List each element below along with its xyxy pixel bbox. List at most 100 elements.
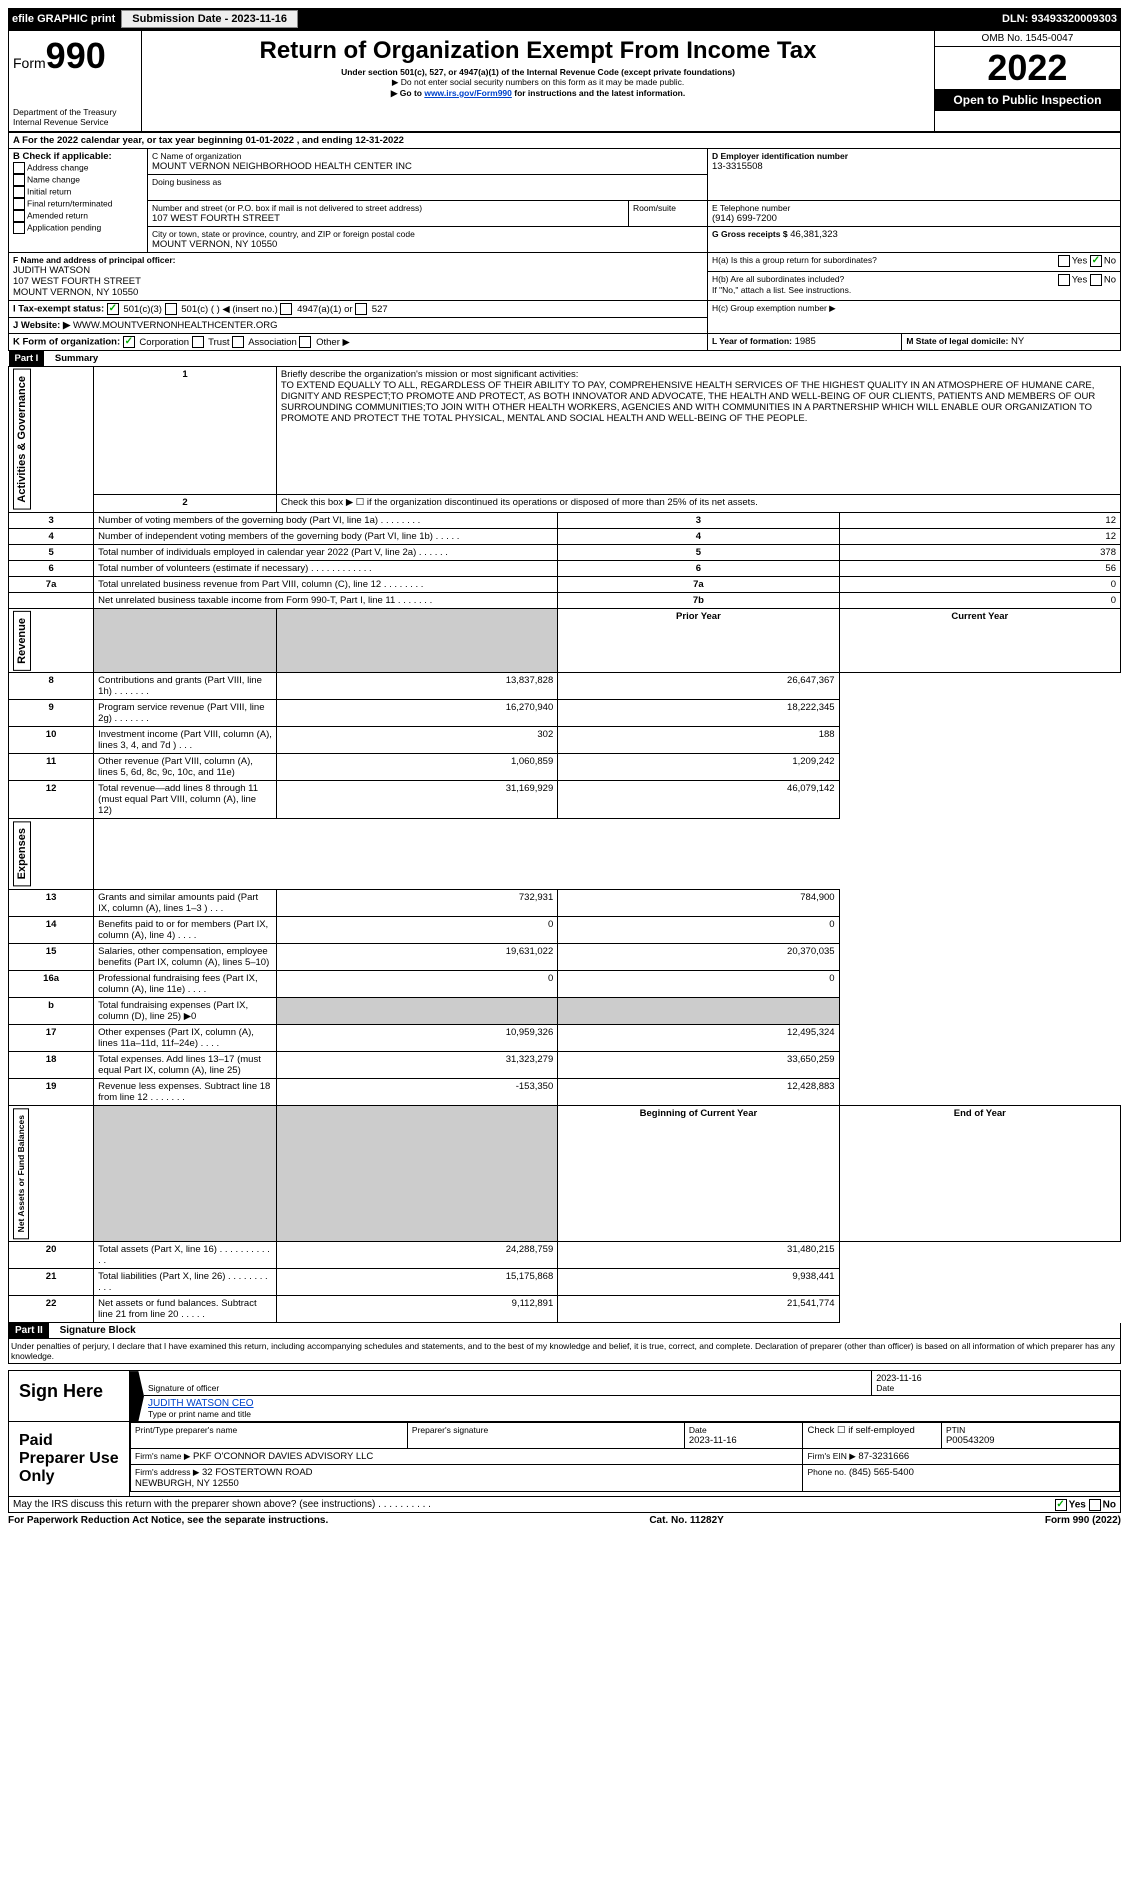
footer-mid: Cat. No. 11282Y	[649, 1515, 723, 1526]
prep-sig-label: Preparer's signature	[412, 1425, 680, 1435]
row-13: 13Grants and similar amounts paid (Part …	[9, 889, 1121, 916]
firm-phone: (845) 565-5400	[849, 1467, 914, 1478]
ha-no-checkbox[interactable]: ✓	[1090, 255, 1102, 267]
checkbox-address-change: Address change	[13, 162, 143, 174]
signature-section: Sign Here Signature of officer 2023-11-1…	[8, 1370, 1121, 1497]
entity-info-table: A For the 2022 calendar year, or tax yea…	[8, 132, 1121, 351]
f-label: F Name and address of principal officer:	[13, 255, 703, 265]
vert-netassets: Net Assets or Fund Balances	[13, 1108, 29, 1239]
line-a: A For the 2022 calendar year, or tax yea…	[9, 133, 1121, 149]
hb-yes-checkbox[interactable]	[1058, 274, 1070, 286]
row-7a: 7aTotal unrelated business revenue from …	[9, 576, 1121, 592]
officer-addr2: MOUNT VERNON, NY 10550	[13, 287, 703, 298]
footer: For Paperwork Reduction Act Notice, see …	[8, 1513, 1121, 1528]
form-subtitle: Under section 501(c), 527, or 4947(a)(1)…	[146, 67, 930, 77]
row-14: 14Benefits paid to or for members (Part …	[9, 916, 1121, 943]
dln-label: DLN: 93493320009303	[1002, 13, 1117, 25]
org-form-2: Association	[232, 337, 299, 348]
discuss-yes-checkbox[interactable]: ✓	[1055, 1499, 1067, 1511]
tax-status-0: ✓ 501(c)(3)	[107, 304, 165, 315]
org-form-3: Other ▶	[299, 337, 349, 348]
j-label: J Website: ▶	[13, 320, 70, 331]
part1-title: Summary	[55, 353, 98, 364]
irs-link[interactable]: www.irs.gov/Form990	[424, 88, 512, 98]
prep-name-label: Print/Type preparer's name	[135, 1425, 403, 1435]
vert-activities: Activities & Governance	[13, 369, 31, 510]
checkbox-initial-return: Initial return	[13, 186, 143, 198]
firm-ein-label: Firm's EIN ▶	[807, 1451, 855, 1461]
form-title: Return of Organization Exempt From Incom…	[146, 37, 930, 65]
row-16a: 16aProfessional fundraising fees (Part I…	[9, 970, 1121, 997]
tax-status-2: 4947(a)(1) or	[280, 304, 355, 315]
ssn-note: ▶ Do not enter social security numbers o…	[146, 77, 930, 88]
submission-date-button[interactable]: Submission Date - 2023-11-16	[121, 10, 298, 28]
part2-title: Signature Block	[60, 1325, 136, 1336]
firm-name: PKF O'CONNOR DAVIES ADVISORY LLC	[193, 1451, 373, 1462]
omb-number: OMB No. 1545-0047	[935, 31, 1120, 47]
row-22: 22Net assets or fund balances. Subtract …	[9, 1296, 1121, 1323]
efile-label: efile GRAPHIC print	[12, 13, 115, 25]
part1-label: Part I	[9, 351, 45, 366]
g-label: G Gross receipts $	[712, 229, 788, 239]
row-19: 19Revenue less expenses. Subtract line 1…	[9, 1078, 1121, 1105]
firm-ein: 87-3231666	[858, 1451, 909, 1462]
ha-yes-checkbox[interactable]	[1058, 255, 1070, 267]
section-b-header: B Check if applicable:	[13, 151, 143, 162]
tax-year: 2022	[935, 47, 1120, 89]
tax-status-1: 501(c) ( ) ◀ (insert no.)	[165, 304, 281, 315]
l-label: L Year of formation:	[712, 336, 792, 346]
checkbox-application-pending: Application pending	[13, 222, 143, 234]
firm-phone-label: Phone no.	[807, 1467, 846, 1477]
type-name-label: Type or print name and title	[148, 1409, 1116, 1419]
c-label: C Name of organization	[152, 151, 703, 161]
officer-typed-name[interactable]: JUDITH WATSON CEO	[148, 1398, 1116, 1409]
hdr-prior: Prior Year	[558, 608, 839, 673]
officer-addr1: 107 WEST FOURTH STREET	[13, 276, 703, 287]
top-bar: efile GRAPHIC print Submission Date - 20…	[8, 8, 1121, 30]
row-12: 12Total revenue—add lines 8 through 11 (…	[9, 781, 1121, 819]
ptin-label: PTIN	[946, 1425, 1115, 1435]
checkbox-final-return-terminated: Final return/terminated	[13, 198, 143, 210]
paid-preparer-label: Paid Preparer Use Only	[9, 1422, 130, 1496]
hb-no-checkbox[interactable]	[1090, 274, 1102, 286]
hb-note: If "No," attach a list. See instructions…	[712, 285, 851, 295]
part1-table: Part I Summary Activities & Governance 1…	[8, 351, 1121, 1323]
part2-label: Part II	[9, 1323, 49, 1338]
m-value: NY	[1011, 336, 1024, 347]
firm-name-label: Firm's name ▶	[135, 1451, 190, 1461]
open-public-badge: Open to Public Inspection	[935, 89, 1120, 111]
hb-label: H(b) Are all subordinates included?	[712, 274, 844, 284]
footer-left: For Paperwork Reduction Act Notice, see …	[8, 1515, 328, 1526]
city-label: City or town, state or province, country…	[152, 229, 703, 239]
sign-here-label: Sign Here	[9, 1371, 130, 1421]
row-10: 10Investment income (Part VIII, column (…	[9, 727, 1121, 754]
org-form-0: ✓ Corporation	[123, 337, 192, 348]
row-21: 21Total liabilities (Part X, line 26) . …	[9, 1269, 1121, 1296]
hdr-eoy: End of Year	[839, 1105, 1120, 1241]
mission-text: TO EXTEND EQUALLY TO ALL, REGARDLESS OF …	[281, 380, 1095, 424]
row-8: 8Contributions and grants (Part VIII, li…	[9, 673, 1121, 700]
gross-receipts: 46,381,323	[790, 229, 838, 240]
k-label: K Form of organization:	[13, 337, 120, 348]
city-value: MOUNT VERNON, NY 10550	[152, 239, 703, 250]
row-b: bTotal fundraising expenses (Part IX, co…	[9, 997, 1121, 1024]
e-label: E Telephone number	[712, 203, 1116, 213]
row-17: 17Other expenses (Part IX, column (A), l…	[9, 1024, 1121, 1051]
firm-addr-label: Firm's address ▶	[135, 1467, 199, 1477]
form-number: Form990	[13, 35, 137, 77]
row-15: 15Salaries, other compensation, employee…	[9, 943, 1121, 970]
form-header: Form990 Department of the Treasury Inter…	[8, 30, 1121, 132]
dba-label: Doing business as	[152, 177, 703, 187]
line2: Check this box ▶ ☐ if the organization d…	[276, 495, 1120, 512]
street-label: Number and street (or P.O. box if mail i…	[152, 203, 624, 213]
room-label: Room/suite	[633, 203, 703, 213]
hdr-boy: Beginning of Current Year	[558, 1105, 839, 1241]
perjury-text: Under penalties of perjury, I declare th…	[8, 1339, 1121, 1364]
discuss-no-checkbox[interactable]	[1089, 1499, 1101, 1511]
tax-status-3: 527	[355, 304, 388, 315]
row-3: 3Number of voting members of the governi…	[9, 512, 1121, 528]
ein-value: 13-3315508	[712, 161, 1116, 172]
hdr-curr: Current Year	[839, 608, 1120, 673]
self-employed-check[interactable]: Check ☐ if self-employed	[803, 1423, 941, 1449]
row-20: 20Total assets (Part X, line 16) . . . .…	[9, 1242, 1121, 1269]
